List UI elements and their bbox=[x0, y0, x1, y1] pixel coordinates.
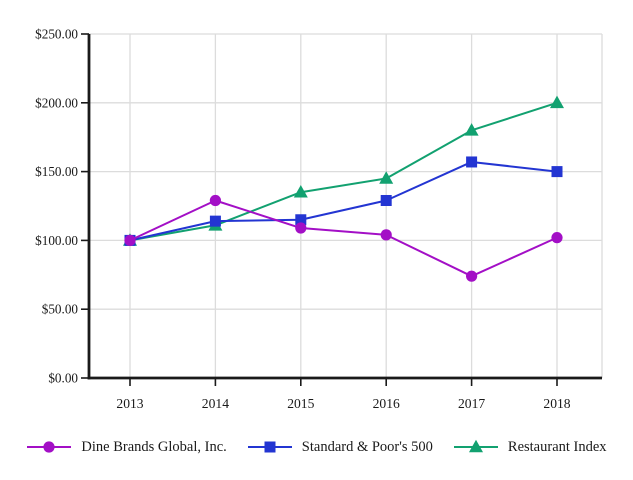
chart-legend: Dine Brands Global, Inc. Standard & Poor'… bbox=[0, 438, 633, 456]
gridlines bbox=[89, 33, 603, 378]
data-point-marker bbox=[379, 171, 394, 184]
data-point-marker bbox=[295, 222, 307, 234]
series-line bbox=[129, 160, 558, 242]
y-axis-tick-label: $0.00 bbox=[48, 371, 78, 386]
x-axis-tick-label: 2016 bbox=[373, 396, 400, 411]
y-axis-tick-label: $200.00 bbox=[35, 95, 78, 110]
y-axis-tick-label: $250.00 bbox=[35, 27, 78, 42]
x-axis-tick-label: 2017 bbox=[458, 396, 485, 411]
legend-label: Standard & Poor's 500 bbox=[301, 438, 433, 455]
data-point-marker bbox=[264, 441, 276, 453]
series-standard-poor-s-500 bbox=[124, 156, 563, 246]
legend-item-restaurant-index: Restaurant Index bbox=[453, 438, 607, 456]
data-point-marker bbox=[550, 95, 564, 109]
legend-label: Restaurant Index bbox=[507, 438, 607, 455]
data-point-marker bbox=[209, 194, 221, 207]
data-point-marker bbox=[124, 234, 136, 246]
series-line bbox=[129, 101, 558, 242]
series-dine-brands-global-inc bbox=[124, 194, 563, 282]
data-point-marker bbox=[43, 441, 56, 453]
data-point-marker bbox=[466, 156, 478, 168]
data-point-marker bbox=[209, 215, 221, 227]
data-point-marker bbox=[464, 123, 479, 136]
data-point-marker bbox=[295, 214, 307, 226]
data-point-marker bbox=[551, 232, 563, 244]
series-line bbox=[129, 199, 558, 278]
legend-item-dine-brands-global-inc: Dine Brands Global, Inc. bbox=[26, 438, 227, 456]
circle-marker-icon bbox=[27, 441, 72, 453]
data-point-marker bbox=[468, 439, 483, 453]
data-point-marker bbox=[551, 166, 563, 178]
legend-label: Dine Brands Global, Inc. bbox=[81, 438, 227, 455]
series-restaurant-index bbox=[123, 95, 564, 246]
data-point-marker bbox=[293, 185, 308, 198]
x-axis-tick-label: 2015 bbox=[287, 396, 314, 411]
x-axis-tick-label: 2018 bbox=[543, 396, 570, 411]
y-axis-tick-label: $150.00 bbox=[35, 164, 78, 179]
triangle-marker-icon bbox=[453, 439, 498, 453]
x-axis-tick-label: 2013 bbox=[116, 396, 143, 411]
data-point-marker bbox=[380, 194, 392, 206]
legend-item-standard-poor-s-500: Standard & Poor's 500 bbox=[247, 438, 433, 456]
y-axis-tick-label: $100.00 bbox=[35, 233, 78, 248]
y-axis-tick-label: $50.00 bbox=[42, 302, 79, 317]
data-point-marker bbox=[466, 270, 478, 282]
performance-line-chart-canvas: $0.00 $50.00 $100.00 $150.00 $200.00 $250.00 2… bbox=[35, 27, 603, 411]
x-axis-tick-label: 2014 bbox=[202, 396, 229, 411]
data-point-marker bbox=[380, 229, 392, 241]
square-marker-icon bbox=[247, 441, 292, 453]
